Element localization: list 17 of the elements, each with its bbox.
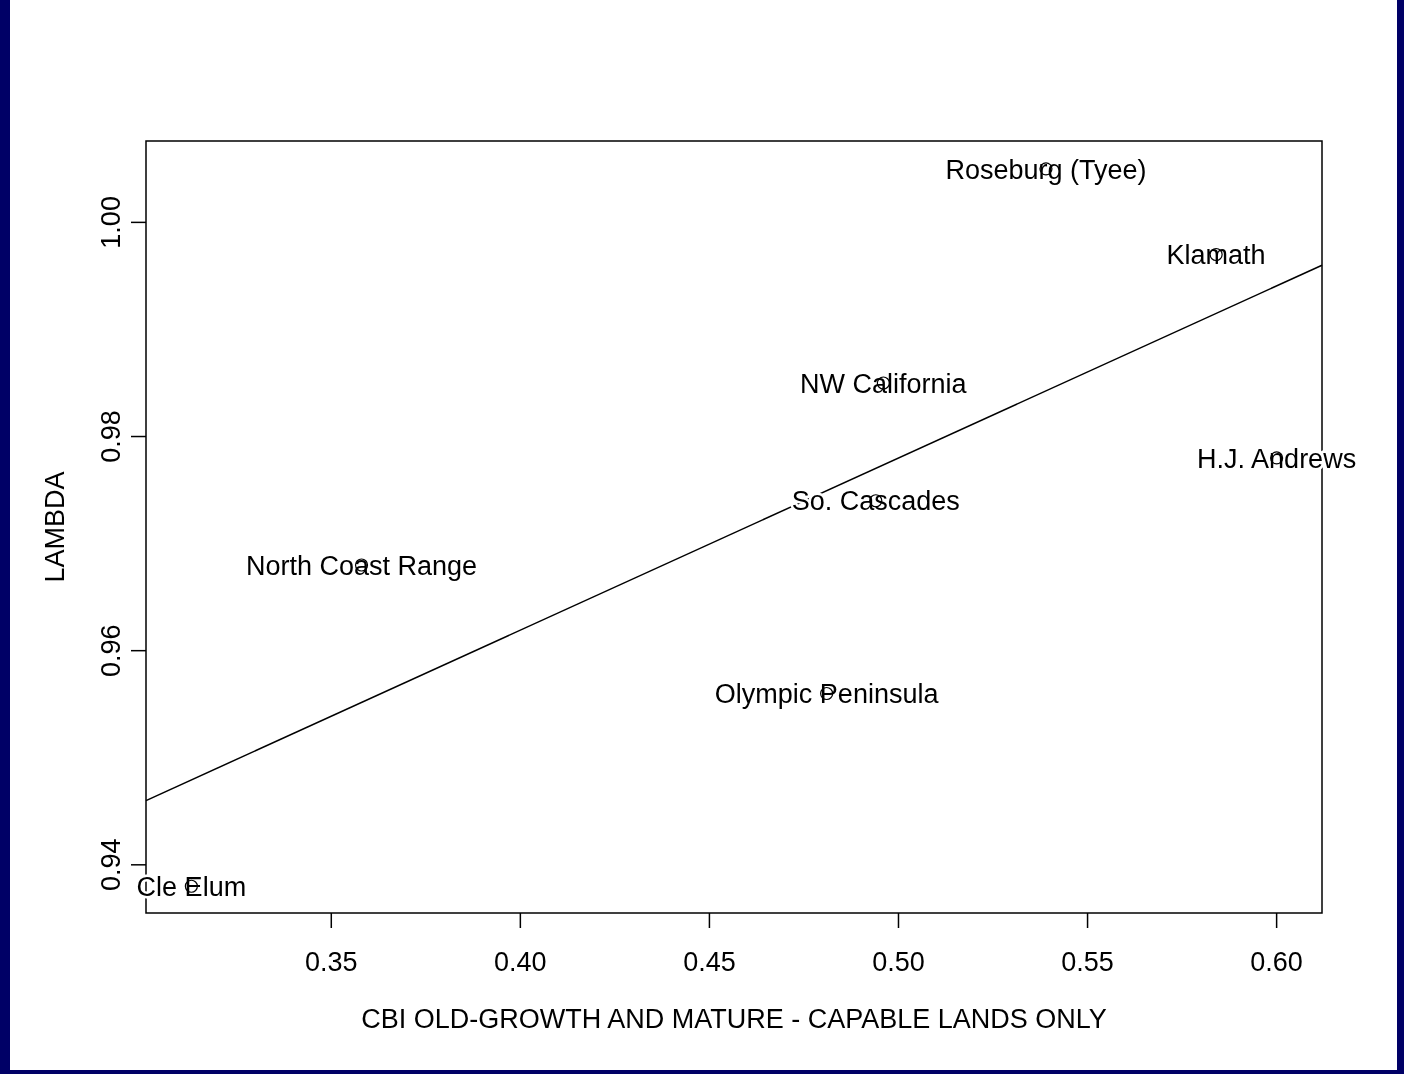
- x-tick-label: 0.50: [872, 947, 925, 977]
- x-tick-label: 0.40: [494, 947, 547, 977]
- annotation: Roseburg (Tyee): [945, 154, 1147, 185]
- annotation: NW California: [800, 368, 968, 399]
- x-tick-label: 0.60: [1250, 947, 1303, 977]
- y-tick-label: 0.98: [96, 410, 126, 463]
- y-tick-label: 1.00: [96, 196, 126, 249]
- y-tick-label: 0.96: [96, 624, 126, 677]
- x-axis-title: CBI OLD-GROWTH AND MATURE - CAPABLE LANDS ONLY: [361, 1004, 1107, 1034]
- x-tick-label: 0.45: [683, 947, 736, 977]
- annotation: North Coast Range: [245, 550, 478, 581]
- y-axis-title: LAMBDA: [40, 471, 70, 583]
- annotation: Olympic Peninsula: [714, 679, 940, 710]
- y-tick-label: 0.94: [96, 838, 126, 892]
- x-tick-label: 0.55: [1061, 947, 1114, 977]
- annotation: Klamath: [1166, 240, 1266, 271]
- x-tick-label: 0.35: [305, 947, 358, 977]
